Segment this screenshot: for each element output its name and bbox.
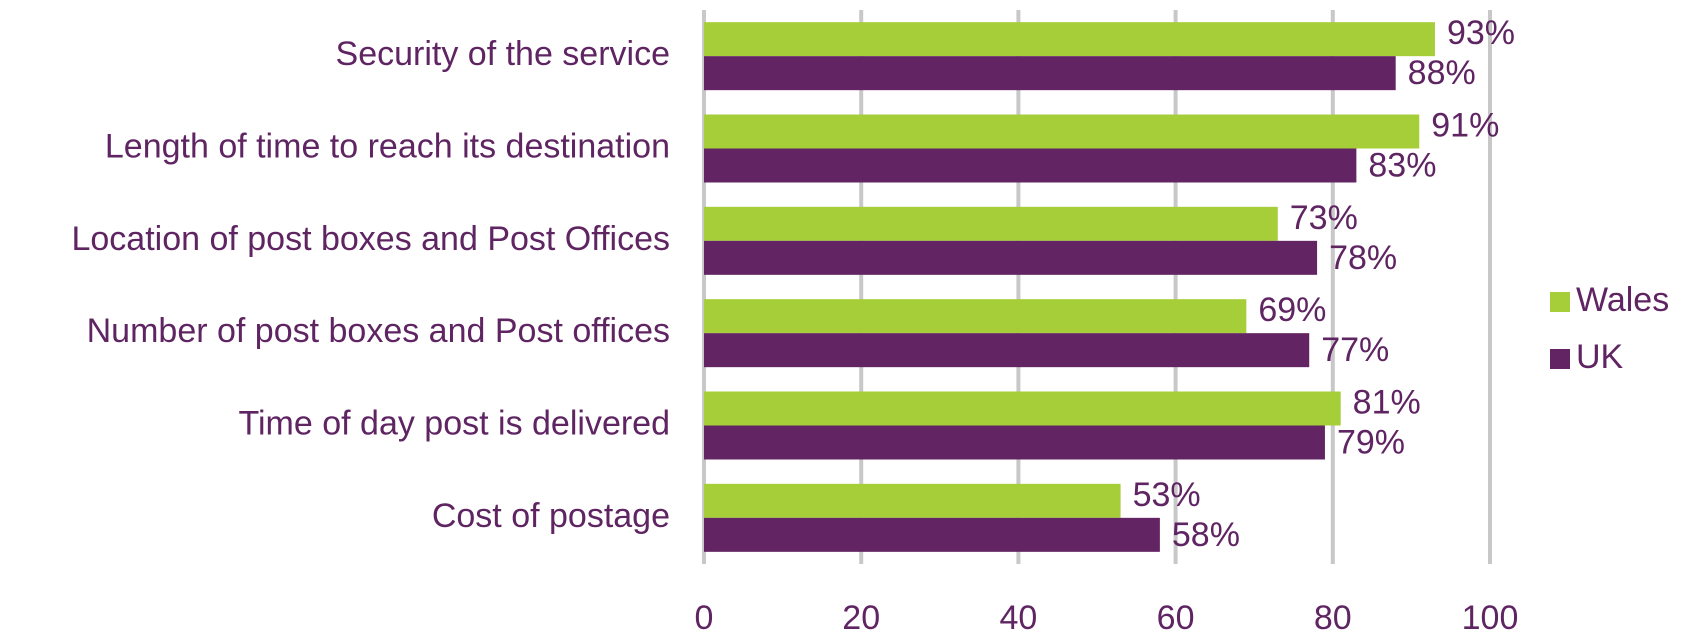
legend-label: UK xyxy=(1576,338,1624,376)
data-label: 73% xyxy=(1290,199,1358,237)
data-label: 58% xyxy=(1172,516,1240,554)
bar xyxy=(704,333,1310,368)
data-label: 83% xyxy=(1368,146,1436,184)
bar xyxy=(704,240,1318,275)
legend-swatch xyxy=(1550,292,1570,312)
bar xyxy=(704,391,1341,426)
data-label: 69% xyxy=(1258,291,1326,329)
bar xyxy=(704,148,1357,183)
data-label: 78% xyxy=(1329,239,1397,277)
y-tick-label: Cost of postage xyxy=(432,497,670,535)
x-tick-label: 40 xyxy=(999,599,1037,636)
legend-swatch xyxy=(1550,349,1570,369)
y-tick-label: Time of day post is delivered xyxy=(239,404,671,442)
x-tick-label: 60 xyxy=(1157,599,1195,636)
data-label: 79% xyxy=(1337,423,1405,461)
bar xyxy=(704,299,1247,334)
bar xyxy=(704,114,1420,149)
legend-label: Wales xyxy=(1576,281,1669,319)
data-label: 77% xyxy=(1321,331,1389,369)
bar xyxy=(704,517,1160,552)
x-tick-label: 20 xyxy=(842,599,880,636)
data-label: 53% xyxy=(1133,476,1201,514)
bar xyxy=(704,22,1435,57)
x-tick-label: 0 xyxy=(695,599,714,636)
bar xyxy=(704,56,1396,91)
data-label: 91% xyxy=(1431,106,1499,144)
data-label: 88% xyxy=(1408,54,1476,92)
x-tick-label: 100 xyxy=(1462,599,1519,636)
bar xyxy=(704,483,1121,518)
y-tick-label: Security of the service xyxy=(336,35,670,73)
data-label: 81% xyxy=(1353,383,1421,421)
data-label: 93% xyxy=(1447,14,1515,52)
bar xyxy=(704,425,1325,460)
y-tick-label: Location of post boxes and Post Offices xyxy=(71,220,670,258)
y-tick-label: Length of time to reach its destination xyxy=(105,127,670,165)
bar xyxy=(704,206,1278,241)
x-tick-label: 80 xyxy=(1314,599,1352,636)
y-tick-label: Number of post boxes and Post offices xyxy=(87,312,670,350)
